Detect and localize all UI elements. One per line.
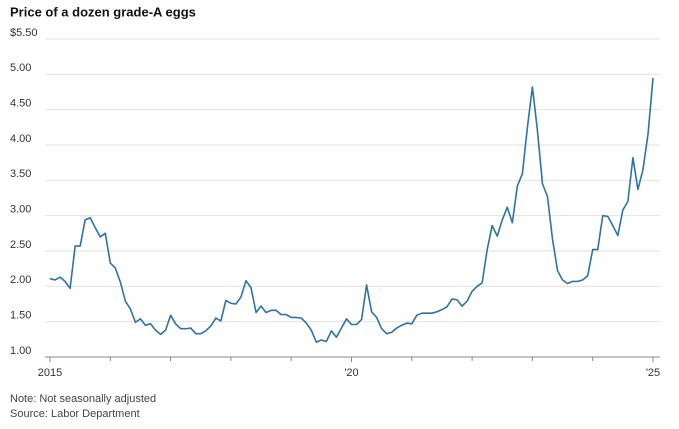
y-tick-label: 5.00 — [10, 62, 31, 74]
price-line — [49, 77, 654, 343]
chart-title: Price of a dozen grade-A eggs — [10, 4, 196, 19]
y-tick-label: 3.50 — [10, 168, 31, 180]
note: Note: Not seasonally adjusted — [10, 393, 156, 405]
y-tick-label: 1.00 — [10, 345, 31, 357]
y-tick-label: 4.00 — [10, 133, 31, 145]
y-tick-label: 2.00 — [10, 274, 31, 286]
x-tick-label: '20 — [344, 367, 358, 379]
y-tick-label: $5.50 — [10, 27, 38, 39]
y-tick-label: 2.50 — [10, 239, 31, 251]
x-tick-label: '25 — [646, 367, 660, 379]
source: Source: Labor Department — [10, 408, 140, 420]
x-tick-label: 2015 — [38, 367, 62, 379]
y-tick-label: 4.50 — [10, 98, 31, 110]
y-tick-label: 3.00 — [10, 204, 31, 216]
y-tick-label: 1.50 — [10, 310, 31, 322]
